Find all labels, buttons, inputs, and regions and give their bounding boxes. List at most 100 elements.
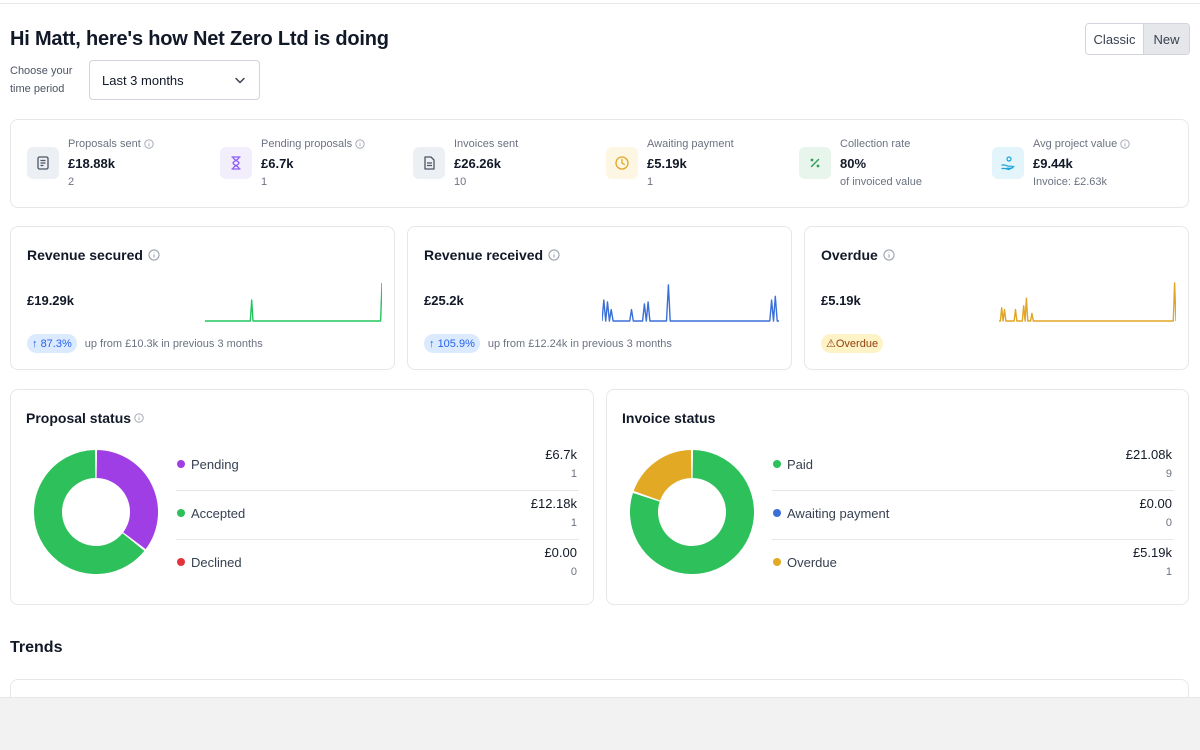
revenue-secured-sparkline (205, 282, 382, 322)
card-value: £5.19k (821, 293, 861, 308)
invoice-status-card: Invoice status Paid £21.08k 9 Awaiting p… (606, 389, 1189, 605)
classic-view-button[interactable]: Classic (1086, 24, 1144, 54)
kpi-label: Invoices sent (454, 138, 519, 150)
info-icon[interactable] (355, 139, 365, 149)
hand-coins-icon (992, 147, 1024, 179)
legend-dot (773, 509, 781, 517)
legend-label: Overdue (787, 555, 837, 570)
kpi-value: £9.44k (1033, 156, 1073, 171)
legend-label: Accepted (191, 506, 246, 521)
info-icon[interactable] (883, 249, 895, 261)
proposal-status-card: Proposal status Pending £6.7k 1 Accepted… (10, 389, 594, 605)
invoice-doc-icon (413, 147, 445, 179)
legend-row-awaiting-payment: Awaiting payment £0.00 0 (772, 492, 1174, 540)
page-title: Hi Matt, here's how Net Zero Ltd is doin… (10, 28, 389, 50)
chevron-down-icon (235, 77, 245, 84)
kpi-value: £6.7k (261, 156, 294, 171)
kpi-sub: of invoiced value (840, 176, 922, 188)
legend-row-paid: Paid £21.08k 9 (772, 443, 1174, 491)
donut-segment-accepted[interactable] (34, 450, 145, 574)
info-icon[interactable] (1120, 139, 1130, 149)
legend-label: Paid (787, 457, 814, 472)
card-value: £25.2k (424, 293, 464, 308)
change-percent: 105.9% (437, 337, 475, 350)
legend-amount: £12.18k (530, 496, 577, 511)
info-icon[interactable] (148, 249, 160, 261)
kpi-sub: 2 (68, 176, 75, 188)
legend-amount: £21.08k (1125, 447, 1172, 462)
overdue-badge: ⚠ Overdue (821, 334, 884, 353)
revenue-secured-card: Revenue secured £19.29k ↑ 87.3% up from … (10, 226, 395, 370)
donut-segment-overdue[interactable] (633, 450, 693, 502)
revenue-received-card: Revenue received £25.2k ↑ 105.9% up from… (407, 226, 792, 370)
legend-amount: £0.00 (544, 545, 577, 560)
kpi-label: Awaiting payment (647, 138, 734, 150)
info-icon[interactable] (548, 249, 560, 261)
legend-row-declined: Declined £0.00 0 (176, 541, 579, 589)
change-badge: ↑ 105.9% (424, 334, 480, 353)
overdue-status: Overdue (835, 337, 879, 350)
card-title: Proposal status (26, 410, 132, 426)
card-title: Invoice status (622, 410, 716, 426)
kpi-sub: 10 (454, 176, 467, 188)
legend-count: 1 (570, 517, 577, 529)
change-percent: 87.3% (40, 337, 72, 350)
card-title: Revenue secured (27, 247, 143, 263)
legend-label: Pending (191, 457, 239, 472)
legend-count: 9 (1165, 468, 1172, 480)
card-title: Overdue (821, 247, 878, 263)
overdue-sparkline (999, 282, 1176, 322)
time-period-select[interactable]: Last 3 months (89, 60, 260, 100)
change-text: up from £10.3k in previous 3 months (84, 337, 263, 350)
period-label: Choose your time period (10, 65, 73, 95)
dashboard-page: Hi Matt, here's how Net Zero Ltd is doin… (0, 0, 1200, 698)
warning-icon: ⚠ (826, 338, 836, 350)
trends-card (10, 679, 1189, 697)
legend-row-overdue: Overdue £5.19k 1 (772, 541, 1174, 589)
kpi-label: Pending proposals (261, 138, 353, 150)
kpi-value: £5.19k (647, 156, 687, 171)
info-icon[interactable] (134, 413, 144, 423)
legend-dot (773, 558, 781, 566)
legend-amount: £0.00 (1139, 496, 1172, 511)
legend-dot (773, 460, 781, 468)
legend-amount: £6.7k (545, 447, 577, 462)
hourglass-icon (220, 147, 252, 179)
card-title: Revenue received (424, 247, 544, 263)
legend-label: Declined (191, 555, 242, 570)
legend-amount: £5.19k (1132, 545, 1172, 560)
change-badge: ↑ 87.3% (27, 334, 77, 353)
proposal-status-donut-chart (34, 450, 158, 574)
card-value: £19.29k (27, 293, 74, 308)
trends-heading: Trends (10, 639, 63, 656)
legend-row-accepted: Accepted £12.18k 1 (176, 492, 579, 540)
invoice-status-donut-chart (630, 450, 754, 574)
view-toggle: Classic New (1085, 23, 1190, 55)
kpi-sub: 1 (261, 176, 268, 188)
donut-segment-paid[interactable] (630, 450, 754, 574)
change-text: up from £12.24k in previous 3 months (487, 337, 672, 350)
sparkline-path (999, 282, 1176, 322)
clock-icon (606, 147, 638, 179)
proposal-doc-icon (27, 147, 59, 179)
donut-segment-pending[interactable] (95, 450, 158, 550)
legend-row-pending: Pending £6.7k 1 (176, 443, 579, 491)
legend-count: 0 (570, 566, 577, 578)
sparkline-path (602, 284, 779, 322)
percent-icon (799, 147, 831, 179)
kpi-value: £18.88k (68, 156, 115, 171)
kpi-value: 80% (840, 156, 867, 171)
kpi-label: Avg project value (1033, 138, 1118, 150)
legend-dot (177, 460, 185, 468)
time-period-value: Last 3 months (102, 72, 184, 88)
revenue-received-sparkline (602, 284, 779, 322)
legend-dot (177, 558, 185, 566)
arrow-up-icon: ↑ (32, 337, 41, 350)
legend-count: 1 (1165, 566, 1172, 578)
info-icon[interactable] (144, 139, 154, 149)
kpi-label: Collection rate (840, 138, 911, 150)
legend-count: 0 (1165, 517, 1172, 529)
sparkline-path (205, 282, 382, 322)
new-view-button[interactable]: New (1144, 24, 1189, 54)
header-divider (0, 3, 1200, 4)
